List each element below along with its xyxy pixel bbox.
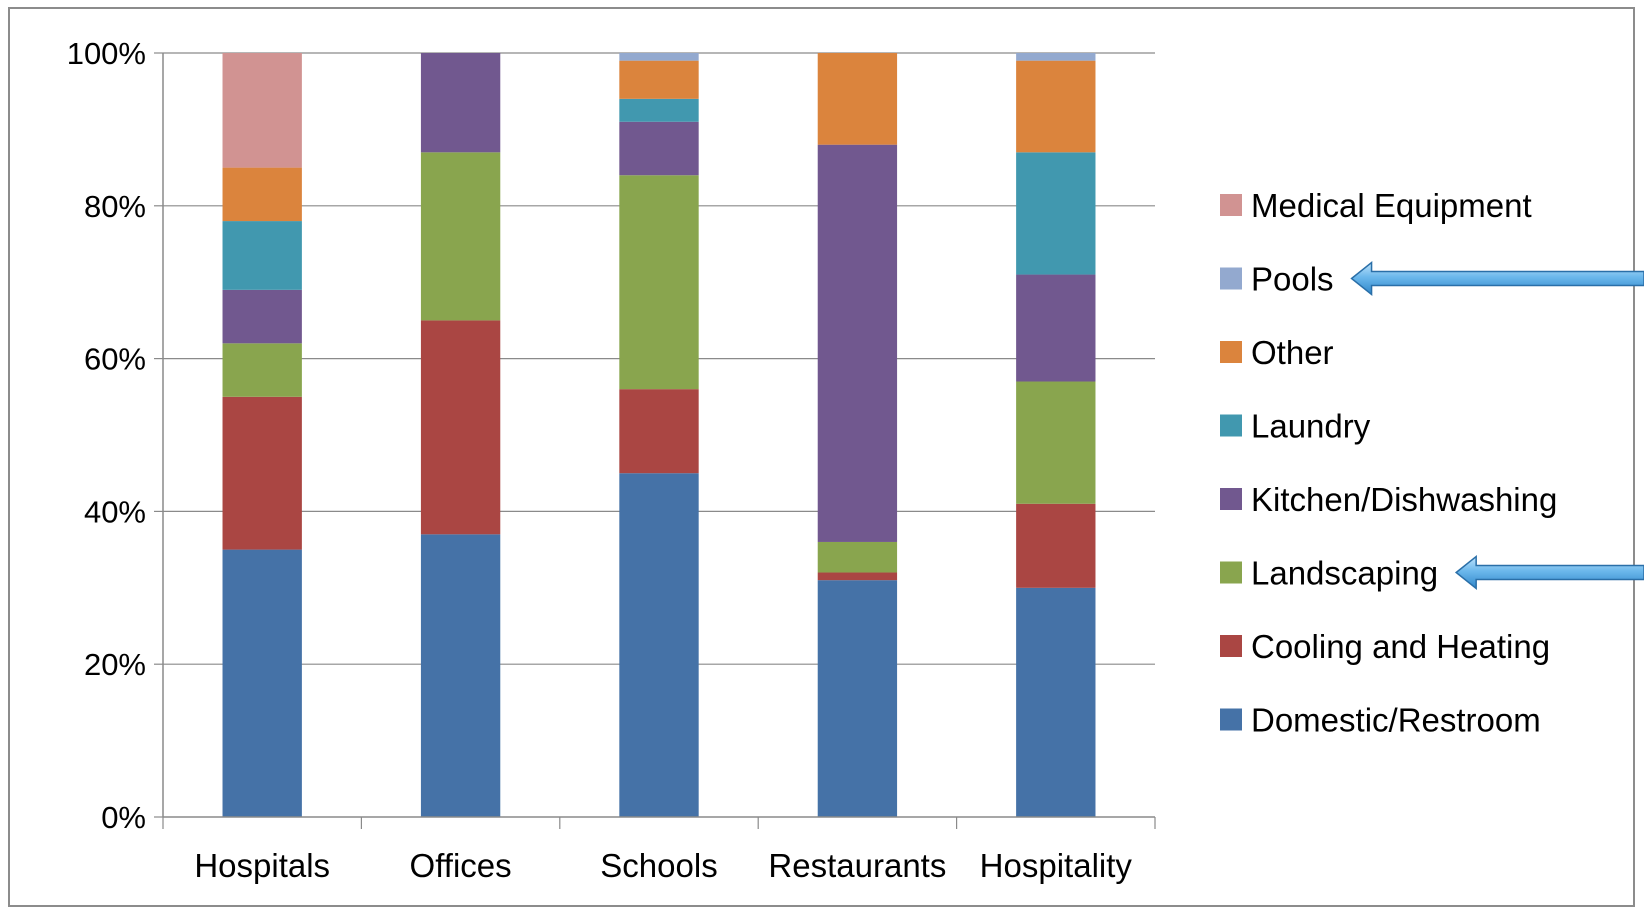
x-category-label-offices: Offices xyxy=(410,847,512,884)
legend-label-medical-equipment: Medical Equipment xyxy=(1251,187,1532,224)
bar-segment-restaurants-domestic-restroom xyxy=(817,580,898,817)
legend-swatch-cooling-and-heating xyxy=(1220,635,1242,657)
bar-segment-schools-pools xyxy=(619,53,699,61)
bar-segment-restaurants-cooling-and-heating xyxy=(817,572,898,581)
legend-label-domestic-restroom: Domestic/Restroom xyxy=(1251,702,1541,739)
bar-segment-hospitals-kitchen-dishwashing xyxy=(222,289,302,344)
bars xyxy=(222,53,1096,817)
bar-segment-restaurants-landscaping xyxy=(817,541,898,573)
bar-segment-hospitality-domestic-restroom xyxy=(1016,587,1096,817)
legend-label-cooling-and-heating: Cooling and Heating xyxy=(1251,628,1550,665)
y-tick-label: 60% xyxy=(84,342,146,377)
annotation-arrow-landscaping xyxy=(1454,554,1644,591)
legend-label-laundry: Laundry xyxy=(1251,408,1371,445)
legend-swatch-landscaping xyxy=(1220,561,1242,584)
x-category-label-hospitality: Hospitality xyxy=(980,847,1133,884)
bar-segment-offices-landscaping xyxy=(420,152,501,321)
bar-segment-hospitals-cooling-and-heating xyxy=(222,396,302,550)
bar-segment-offices-kitchen-dishwashing xyxy=(420,53,501,153)
annotation-arrow-pools xyxy=(1350,260,1644,297)
x-category-label-restaurants: Restaurants xyxy=(768,847,946,884)
bar-segment-schools-other xyxy=(619,60,699,99)
bar-segment-hospitality-pools xyxy=(1016,53,1096,61)
bar-segment-hospitality-other xyxy=(1016,60,1096,153)
bar-segment-schools-kitchen-dishwashing xyxy=(619,121,699,176)
bar-segment-hospitals-laundry xyxy=(222,221,302,290)
axes: 0% 20% 40% 60% 80% 100% Hospitals Offices School… xyxy=(67,36,1156,884)
legend-label-pools: Pools xyxy=(1251,261,1334,298)
y-tick-label: 20% xyxy=(84,647,146,682)
legend: Medical Equipment Pools Other Laundry Kitche… xyxy=(1220,187,1557,739)
legend-label-landscaping: Landscaping xyxy=(1251,555,1438,592)
legend-label-other: Other xyxy=(1251,334,1334,371)
bar-segment-schools-laundry xyxy=(619,98,699,122)
legend-swatch-laundry xyxy=(1220,414,1242,437)
bar-segment-schools-cooling-and-heating xyxy=(619,389,699,474)
bar-segment-hospitals-other xyxy=(222,167,302,222)
y-tick-label: 80% xyxy=(84,189,146,224)
bar-segment-offices-domestic-restroom xyxy=(420,534,501,817)
legend-label-kitchen-dishwashing: Kitchen/Dishwashing xyxy=(1251,481,1557,518)
bar-segment-hospitality-kitchen-dishwashing xyxy=(1016,274,1096,382)
y-tick-label: 40% xyxy=(84,494,146,529)
x-category-label-schools: Schools xyxy=(600,847,717,884)
y-tick-label: 0% xyxy=(101,800,146,835)
bar-segment-hospitals-medical-equipment xyxy=(222,53,302,168)
bar-segment-offices-cooling-and-heating xyxy=(420,320,501,535)
bar-segment-hospitality-landscaping xyxy=(1016,381,1096,504)
bar-segment-hospitals-landscaping xyxy=(222,343,302,397)
bar-segment-restaurants-kitchen-dishwashing xyxy=(817,144,898,542)
y-tick-label: 100% xyxy=(67,36,146,71)
legend-swatch-other xyxy=(1220,341,1242,363)
bar-segment-hospitality-laundry xyxy=(1016,152,1096,275)
bar-segment-hospitality-cooling-and-heating xyxy=(1016,503,1096,588)
bar-segment-schools-domestic-restroom xyxy=(619,473,699,817)
bar-segment-hospitals-domestic-restroom xyxy=(222,549,302,817)
annotations xyxy=(1350,260,1644,591)
bar-segment-schools-landscaping xyxy=(619,175,699,390)
legend-swatch-domestic-restroom xyxy=(1220,708,1242,731)
legend-swatch-pools xyxy=(1220,267,1242,290)
legend-swatch-medical-equipment xyxy=(1220,194,1242,216)
bar-segment-restaurants-other xyxy=(817,53,898,145)
legend-swatch-kitchen-dishwashing xyxy=(1220,488,1242,510)
x-category-label-hospitals: Hospitals xyxy=(194,847,330,884)
